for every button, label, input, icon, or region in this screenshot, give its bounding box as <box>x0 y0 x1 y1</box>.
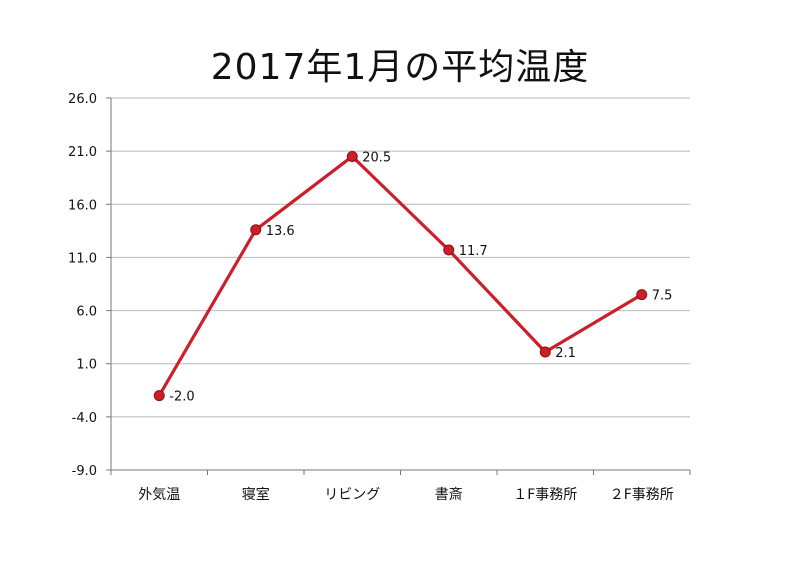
x-tick-label: 寝室 <box>242 486 270 503</box>
data-label: 13.6 <box>266 224 295 239</box>
data-label: 20.5 <box>362 150 391 165</box>
y-tick-labels: -9.0 -4.0 1.0 6.0 11.0 16.0 21.0 26.0 <box>68 92 97 479</box>
y-tick-label: -9.0 <box>72 464 97 479</box>
y-tick-label: -4.0 <box>72 411 97 426</box>
data-labels: -2.0 13.6 20.5 11.7 2.1 7.5 <box>169 150 672 404</box>
y-tick-label: 6.0 <box>76 305 97 320</box>
data-point <box>443 244 455 256</box>
x-tick-label: 書斎 <box>435 486 463 503</box>
data-label: -2.0 <box>169 390 194 405</box>
data-label: 11.7 <box>459 244 488 259</box>
y-tick-label: 1.0 <box>76 358 97 373</box>
series <box>153 150 648 402</box>
y-tick-label: 11.0 <box>68 251 97 266</box>
y-tick-label: 26.0 <box>68 92 97 107</box>
gridlines <box>111 97 690 418</box>
axes <box>106 97 691 475</box>
data-label: 2.1 <box>555 346 576 361</box>
x-tick-labels: 外気温 寝室 リビング 書斎 １F事務所 ２F事務所 <box>138 486 674 503</box>
x-tick-label: 外気温 <box>138 487 180 503</box>
data-point <box>636 289 648 301</box>
x-tick-label: １F事務所 <box>513 487 577 503</box>
data-label: 7.5 <box>652 289 673 304</box>
y-tick-label: 21.0 <box>68 145 97 160</box>
data-point <box>153 390 165 402</box>
x-tick-label: リビング <box>324 487 380 503</box>
chart-title: 2017年1月の平均温度 <box>210 47 590 88</box>
x-tick-label: ２F事務所 <box>610 487 674 503</box>
y-tick-label: 16.0 <box>68 198 97 213</box>
series-line <box>157 154 643 397</box>
data-point <box>539 346 551 358</box>
data-point <box>346 150 358 162</box>
data-point <box>250 224 262 236</box>
